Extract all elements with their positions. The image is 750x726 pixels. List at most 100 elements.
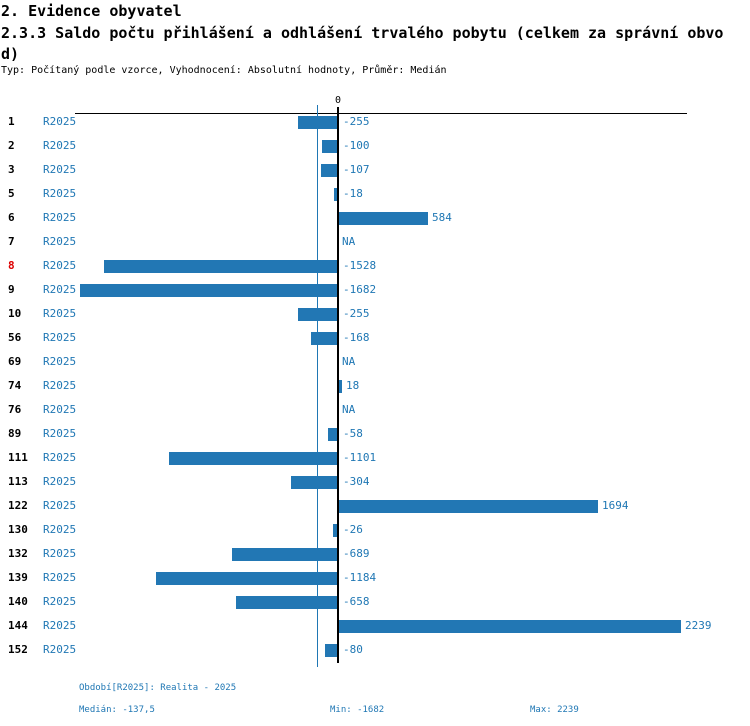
- row-value-label: -304: [343, 475, 370, 488]
- row-value-label: NA: [342, 403, 356, 416]
- row-category-label: 132: [8, 547, 28, 560]
- row-value-label: -1184: [343, 571, 377, 584]
- row-series-label: R2025: [43, 235, 77, 248]
- row-value-label: NA: [342, 235, 356, 248]
- chart-row: 144 R2025 2239: [0, 614, 750, 638]
- chart-row: 113 R2025 -304: [0, 470, 750, 494]
- value-bar: [334, 188, 337, 201]
- chart-row: 69 R2025 NA: [0, 350, 750, 374]
- row-category-label: 8: [8, 259, 15, 272]
- row-category-label: 122: [8, 499, 28, 512]
- value-bar: [232, 548, 337, 561]
- row-series-label: R2025: [43, 547, 77, 560]
- chart-row: 132 R2025 -689: [0, 542, 750, 566]
- chart-meta-line: Typ: Počítaný podle vzorce, Vyhodnocení:…: [1, 65, 447, 76]
- row-value-label: -107: [343, 163, 370, 176]
- row-value-label: -255: [343, 307, 370, 320]
- zero-axis-line: [337, 107, 339, 663]
- top-axis-line: [75, 113, 687, 114]
- value-bar: [311, 332, 337, 345]
- chart-row: 111 R2025 -1101: [0, 446, 750, 470]
- value-bar: [325, 644, 337, 657]
- footer-period-label: Období[R2025]: Realita - 2025: [79, 683, 237, 693]
- value-bar: [104, 260, 337, 273]
- row-value-label: -26: [343, 523, 363, 536]
- chart-row: 5 R2025 -18: [0, 182, 750, 206]
- row-series-label: R2025: [43, 355, 77, 368]
- chart-row: 89 R2025 -58: [0, 422, 750, 446]
- row-value-label: -1682: [343, 283, 377, 296]
- row-value-label: -100: [343, 139, 370, 152]
- chart-row: 152 R2025 -80: [0, 638, 750, 662]
- row-category-label: 113: [8, 475, 28, 488]
- chart-row: 8 R2025 -1528: [0, 254, 750, 278]
- chart-row: 1 R2025 -255: [0, 110, 750, 134]
- row-value-label: -58: [343, 427, 363, 440]
- row-series-label: R2025: [43, 115, 77, 128]
- row-value-label: 2239: [685, 619, 712, 632]
- row-category-label: 139: [8, 571, 28, 584]
- row-value-label: -18: [343, 187, 363, 200]
- value-bar: [339, 212, 428, 225]
- row-value-label: -1101: [343, 451, 377, 464]
- value-bar: [339, 620, 681, 633]
- row-series-label: R2025: [43, 643, 77, 656]
- row-series-label: R2025: [43, 211, 77, 224]
- row-value-label: -658: [343, 595, 370, 608]
- chart-row: 139 R2025 -1184: [0, 566, 750, 590]
- chart-row: 3 R2025 -107: [0, 158, 750, 182]
- row-series-label: R2025: [43, 595, 77, 608]
- footer-median-label: Medián: -137,5: [79, 705, 155, 715]
- row-series-label: R2025: [43, 139, 77, 152]
- footer-max-label: Max: 2239: [530, 705, 579, 715]
- value-bar: [339, 500, 598, 513]
- report-section-title: 2. Evidence obyvatel: [1, 2, 182, 20]
- footer-min-label: Min: -1682: [330, 705, 385, 715]
- value-bar: [298, 308, 337, 321]
- chart-row: 10 R2025 -255: [0, 302, 750, 326]
- row-series-label: R2025: [43, 283, 77, 296]
- chart-row: 122 R2025 1694: [0, 494, 750, 518]
- row-category-label: 152: [8, 643, 28, 656]
- row-series-label: R2025: [43, 523, 77, 536]
- row-category-label: 89: [8, 427, 22, 440]
- chart-title: 2.3.3 Saldo počtu přihlášení a odhlášení…: [1, 24, 724, 63]
- row-category-label: 111: [8, 451, 28, 464]
- row-category-label: 9: [8, 283, 15, 296]
- value-bar: [156, 572, 337, 585]
- median-line: [317, 105, 318, 667]
- value-bar: [236, 596, 337, 609]
- value-bar: [333, 524, 337, 537]
- row-series-label: R2025: [43, 379, 77, 392]
- row-category-label: 1: [8, 115, 15, 128]
- row-category-label: 3: [8, 163, 15, 176]
- row-series-label: R2025: [43, 163, 77, 176]
- value-bar: [321, 164, 337, 177]
- row-series-label: R2025: [43, 475, 77, 488]
- chart-row: 140 R2025 -658: [0, 590, 750, 614]
- chart-row: 74 R2025 18: [0, 374, 750, 398]
- row-series-label: R2025: [43, 259, 77, 272]
- chart-row: 56 R2025 -168: [0, 326, 750, 350]
- row-value-label: -255: [343, 115, 370, 128]
- zero-axis-tick-label: 0: [334, 95, 342, 106]
- row-value-label: NA: [342, 355, 356, 368]
- row-value-label: 1694: [602, 499, 629, 512]
- row-value-label: -80: [343, 643, 363, 656]
- row-series-label: R2025: [43, 571, 77, 584]
- row-category-label: 76: [8, 403, 22, 416]
- row-series-label: R2025: [43, 499, 77, 512]
- row-category-label: 130: [8, 523, 28, 536]
- row-category-label: 7: [8, 235, 15, 248]
- value-bar: [80, 284, 337, 297]
- chart-row: 130 R2025 -26: [0, 518, 750, 542]
- row-category-label: 2: [8, 139, 15, 152]
- chart-row: 2 R2025 -100: [0, 134, 750, 158]
- row-category-label: 56: [8, 331, 22, 344]
- chart-row: 7 R2025 NA: [0, 230, 750, 254]
- row-series-label: R2025: [43, 307, 77, 320]
- row-series-label: R2025: [43, 619, 77, 632]
- row-value-label: -1528: [343, 259, 377, 272]
- value-bar: [291, 476, 337, 489]
